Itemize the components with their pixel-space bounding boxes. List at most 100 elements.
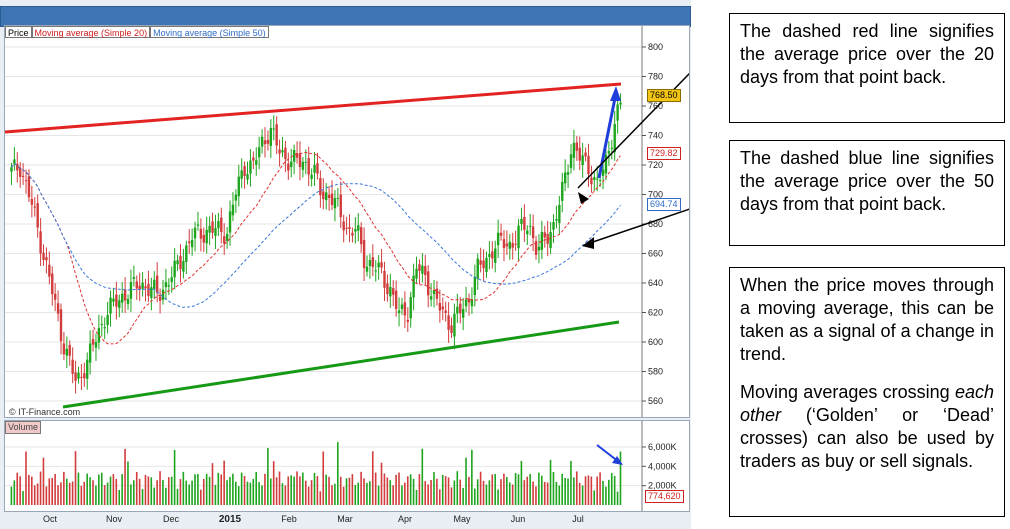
price-tick-label: 600 [648,337,663,347]
price-tick-label: 580 [648,367,663,377]
candle-body [365,266,369,272]
volume-bar [602,480,604,505]
volume-bar [608,479,610,505]
candle-body [223,236,226,244]
candle-body [427,271,430,296]
candle-body [30,198,34,205]
candle-body [24,180,28,182]
volume-bar [165,487,167,505]
candle-body [284,147,287,160]
volume-bar [427,484,429,505]
price-panel: 560 580 600 620 640 660 680 700 720 740 760 780 800 … [4,25,726,418]
candle-body [68,344,71,356]
candle-body [520,218,523,224]
pointer-to-red-arrowhead [578,192,589,204]
candle-body [179,255,182,270]
volume-bar [304,480,307,505]
candle-body [33,206,36,208]
support-trendline [62,320,620,409]
volume-bar [214,484,217,505]
price-tick-label: 560 [648,396,663,406]
volume-bar [334,483,336,505]
candle-body [231,204,235,216]
volume-bar [441,474,444,505]
candle-body [613,124,616,153]
candle-body [508,241,511,249]
candle-body [371,257,375,267]
candle-body [348,226,351,229]
candle-body [141,282,144,289]
volume-bar [31,476,33,505]
candle-body [441,306,444,310]
volume-bar [121,474,123,505]
volume-bar [453,480,456,505]
volume-bar [543,481,546,505]
volume-bar [223,460,225,505]
candle-body [464,299,468,307]
candle-body [429,296,433,300]
volume-bar [488,480,491,505]
x-tick-label: Mar [337,514,353,524]
volume-bar [296,471,298,505]
volume-bar [45,486,48,505]
candle-body [260,136,264,147]
price-tick-label: 700 [648,190,663,200]
volume-bar [185,480,188,505]
volume-bar [325,474,327,505]
volume-bar [485,484,488,505]
volume-bar [482,480,485,505]
candle-body [88,343,92,363]
volume-bar [517,474,520,505]
volume-bar [380,462,383,505]
volume-bar [546,482,549,505]
candle-body [144,286,147,289]
candle-body [319,177,322,196]
volume-bar [10,486,13,505]
candle-body [74,372,77,381]
candle-body [237,176,240,197]
volume-bar [272,461,275,505]
volume-bar [95,485,97,505]
volume-bar [89,477,91,505]
candle-body [173,260,176,278]
volume-legend: Volume [5,421,42,434]
volume-bar [16,472,19,505]
callout-signal-text-2a: Moving averages crossing [740,382,955,402]
volume-bar [439,489,441,505]
volume-bar [182,471,185,505]
candle-body [150,287,153,298]
candle-body [155,275,159,293]
candle-body [394,290,398,310]
volume-bar [28,474,30,505]
volume-tick-label: 4,000K [648,461,677,471]
volume-bar [456,471,459,505]
volume-bar [240,472,243,505]
candle-body [266,139,270,144]
ma50-value-badge: 694.74 [647,198,681,211]
x-tick-label: May [453,514,471,524]
volume-tick-label: 2,000K [648,481,677,491]
volume-bar [506,477,508,505]
ma20-value-badge: 729.82 [647,147,681,160]
callout-signal-text-2b: each other [740,382,994,425]
candle-body [109,297,112,314]
volume-bar [418,474,421,505]
volume-bar [194,474,196,505]
volume-bar [13,480,16,505]
volume-bar [135,471,138,505]
candle-body [51,273,54,295]
volume-panel: 2,000K 4,000K 6,000K Volume 774,620 [4,420,690,512]
candle-body [310,174,313,179]
volume-bar [465,457,467,505]
volume-bar [599,472,601,505]
candle-body [193,227,197,239]
candle-body [438,302,442,311]
volume-bar [153,487,155,505]
candle-body [106,315,109,326]
volume-bar [232,473,234,505]
volume-bar [412,478,415,505]
candle-body [290,161,293,168]
volume-bar [491,474,494,505]
volume-bar [130,484,132,505]
volume-bar [307,486,310,505]
